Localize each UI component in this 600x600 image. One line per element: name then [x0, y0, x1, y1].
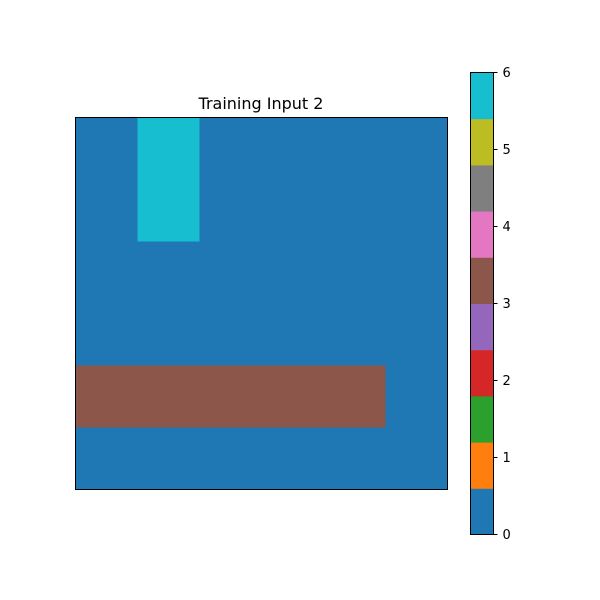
- colorbar-tick-label: 0: [503, 528, 511, 543]
- colorbar-tick-label: 2: [503, 374, 511, 389]
- heatmap-cell: [323, 179, 386, 242]
- heatmap-grid: [75, 117, 448, 490]
- heatmap-cell: [137, 303, 200, 366]
- heatmap-cell: [199, 427, 262, 490]
- heatmap-cell: [199, 117, 262, 180]
- colorbar-tick-label: 3: [503, 297, 511, 312]
- heatmap-cell: [199, 365, 262, 428]
- colorbar-tick-label: 5: [503, 143, 511, 158]
- heatmap-cell: [385, 427, 448, 490]
- heatmap-cell: [323, 303, 386, 366]
- heatmap-cell: [75, 365, 138, 428]
- colorbar-tick-label: 1: [503, 451, 511, 466]
- heatmap-cell: [137, 427, 200, 490]
- heatmap-cell: [323, 427, 386, 490]
- heatmap-cell: [385, 179, 448, 242]
- heatmap-cell: [261, 117, 324, 180]
- heatmap-cell: [385, 303, 448, 366]
- heatmap-cell: [75, 117, 138, 180]
- colorbar: [470, 72, 494, 535]
- heatmap-cell: [261, 179, 324, 242]
- heatmap-cell: [75, 303, 138, 366]
- heatmap-cell: [385, 365, 448, 428]
- heatmap-cell: [385, 117, 448, 180]
- heatmap-cell: [75, 179, 138, 242]
- colorbar-band: [470, 303, 494, 351]
- heatmap-cell: [385, 241, 448, 304]
- colorbar-band: [470, 395, 494, 443]
- colorbar-tick-label: 6: [503, 66, 511, 81]
- heatmap-cell: [137, 117, 200, 180]
- chart-title: Training Input 2: [198, 94, 324, 113]
- colorbar-band: [470, 118, 494, 166]
- colorbar-band: [470, 442, 494, 489]
- colorbar-band: [470, 164, 494, 212]
- heatmap-cell: [261, 241, 324, 304]
- heatmap-cell: [323, 117, 386, 180]
- colorbar-band: [470, 211, 494, 258]
- colorbar-ticks: 0 1 2 3 4 5 6: [493, 66, 511, 543]
- colorbar-band: [470, 257, 494, 304]
- heatmap-cell: [261, 427, 324, 490]
- heatmap-cell: [323, 365, 386, 428]
- heatmap-cell: [75, 241, 138, 304]
- heatmap-frame: [75, 117, 448, 490]
- heatmap-cell: [323, 241, 386, 304]
- heatmap-cell: [137, 241, 200, 304]
- heatmap-cell: [261, 365, 324, 428]
- heatmap-cell: [261, 303, 324, 366]
- heatmap-cell: [137, 179, 200, 242]
- heatmap-cell: [199, 303, 262, 366]
- colorbar-band: [470, 349, 494, 397]
- heatmap-cell: [75, 427, 138, 490]
- heatmap-cell: [199, 179, 262, 242]
- colorbar-tick-label: 4: [503, 220, 511, 235]
- heatmap-cell: [199, 241, 262, 304]
- colorbar-band: [470, 72, 494, 120]
- heatmap-cell: [137, 365, 200, 428]
- colorbar-band: [470, 488, 494, 535]
